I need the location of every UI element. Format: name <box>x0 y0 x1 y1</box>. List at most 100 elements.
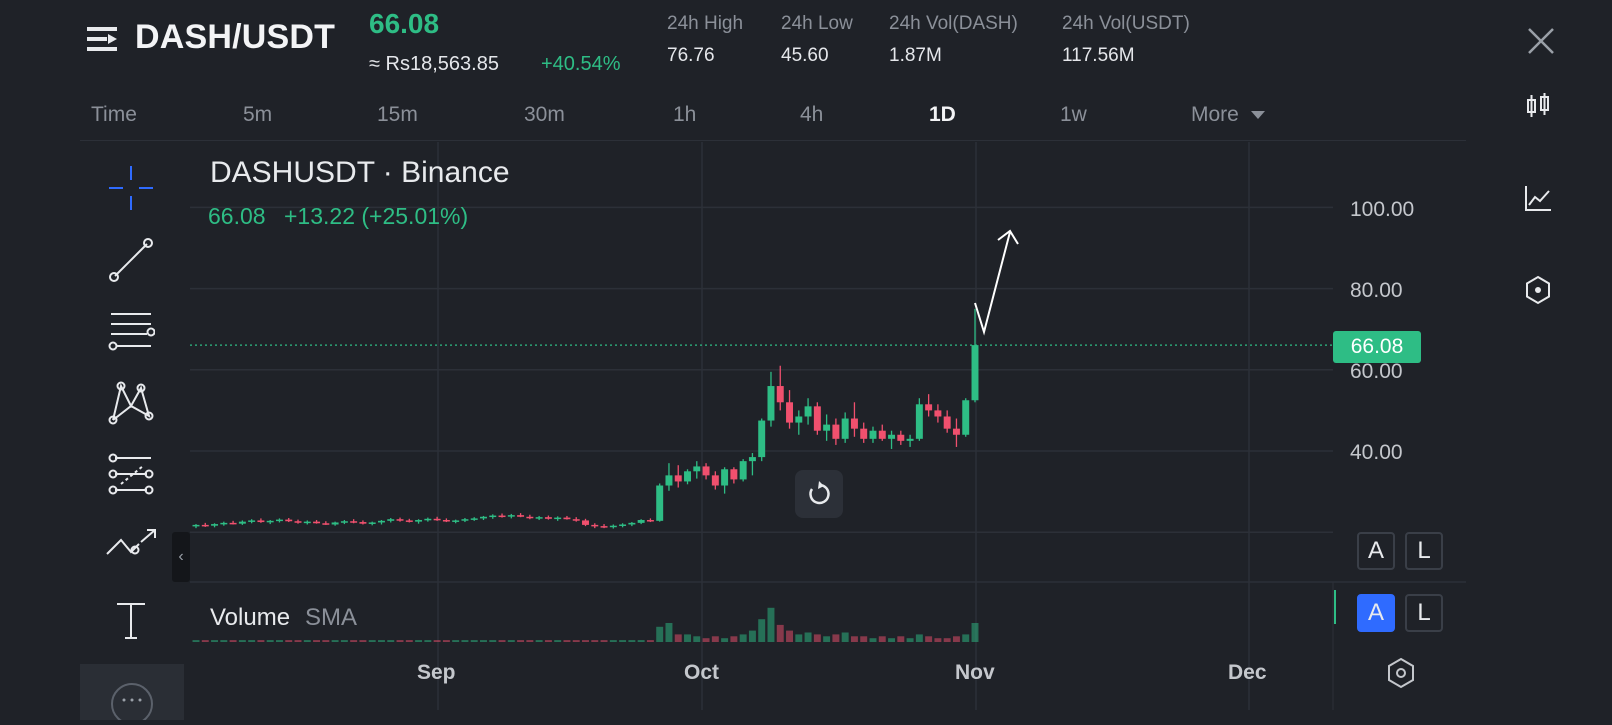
volume-bar <box>350 640 358 642</box>
candle-body <box>730 469 738 480</box>
volume-bar <box>841 632 849 642</box>
candle-body <box>322 523 330 525</box>
last-price: 66.08 <box>369 8 440 39</box>
candle-body <box>600 526 608 528</box>
volume-bar <box>285 640 293 642</box>
candle-body <box>359 522 367 524</box>
volume-auto-scale-button[interactable]: A <box>1357 594 1395 632</box>
volume-bar <box>943 638 951 642</box>
candle-body <box>248 520 256 522</box>
crosshair-tool-icon[interactable] <box>103 160 159 216</box>
candle-body <box>693 466 701 472</box>
volume-bar <box>795 634 803 642</box>
candle-body <box>480 516 487 519</box>
menu-icon[interactable] <box>86 22 120 56</box>
tab-1h[interactable]: 1h <box>673 103 697 126</box>
volume-bar <box>748 630 756 642</box>
candle-body <box>257 520 265 523</box>
volume-bar <box>563 640 571 642</box>
candles-icon[interactable] <box>1516 84 1560 128</box>
volume-bar <box>730 636 738 642</box>
tab-time[interactable]: Time <box>91 103 137 126</box>
candle-body <box>767 386 775 421</box>
volume-bar <box>340 640 348 642</box>
volume-bar <box>684 634 691 642</box>
candle-body <box>275 519 283 522</box>
tab-1w[interactable]: 1w <box>1060 103 1087 126</box>
tab-more[interactable]: More <box>1191 103 1265 127</box>
volume-bar <box>452 640 460 642</box>
volume-bar <box>220 640 228 642</box>
volume-bar <box>489 640 497 642</box>
candle-body <box>526 516 534 519</box>
chart-settings-icon[interactable] <box>1384 656 1418 690</box>
volume-bar <box>619 640 627 642</box>
candle-body <box>331 522 339 525</box>
pair-title[interactable]: DASH/USDT <box>135 18 336 56</box>
candle-body <box>535 517 543 519</box>
volume-bar <box>313 640 321 642</box>
candle-body <box>656 485 664 521</box>
volume-bar <box>897 636 905 642</box>
volume-bar <box>934 638 942 642</box>
candle-body <box>572 519 580 521</box>
stat-label-vol-quote: 24h Vol(USDT) <box>1062 13 1190 34</box>
tab-5m[interactable]: 5m <box>243 103 273 126</box>
candle-body <box>962 400 970 435</box>
candle-body <box>952 428 960 435</box>
volume-bar <box>442 640 450 642</box>
log-scale-button[interactable]: L <box>1405 532 1443 570</box>
volume-bar <box>823 636 831 642</box>
volume-bar <box>201 640 209 642</box>
volume-bar <box>554 640 562 642</box>
candle-body <box>294 521 302 523</box>
volume-bar <box>303 640 311 642</box>
volume-log-scale-button[interactable]: L <box>1405 594 1443 632</box>
pattern-tool-icon[interactable] <box>103 376 159 432</box>
more-tools-icon[interactable] <box>80 664 184 725</box>
volume-bar <box>915 634 923 642</box>
volume-bar <box>776 624 784 642</box>
trend-line-tool-icon[interactable] <box>103 232 159 288</box>
candle-body <box>517 515 525 517</box>
reset-chart-icon[interactable] <box>795 470 843 518</box>
tab-30m[interactable]: 30m <box>524 103 565 126</box>
candle-body <box>266 520 274 523</box>
candle-body <box>823 424 831 431</box>
volume-bar <box>739 634 747 642</box>
projection-tool-icon[interactable] <box>103 448 159 504</box>
chart-change-value: +13.22 (+25.01%) <box>284 203 469 229</box>
tab-4h[interactable]: 4h <box>800 103 824 126</box>
fib-retracement-tool-icon[interactable] <box>103 304 159 360</box>
volume-bar <box>637 640 645 642</box>
volume-bar <box>600 640 608 642</box>
line-chart-icon[interactable] <box>1516 176 1560 220</box>
close-icon[interactable] <box>1524 24 1558 58</box>
collapse-toolbar-icon[interactable]: ‹ <box>172 532 190 582</box>
auto-scale-button[interactable]: A <box>1357 532 1395 570</box>
path-tool-icon[interactable] <box>103 520 159 576</box>
tab-1d[interactable]: 1D <box>929 103 956 126</box>
last-price-tag: 66.08 <box>1333 331 1421 363</box>
candle-body <box>943 416 951 429</box>
candle-body <box>841 418 849 439</box>
volume-bar <box>331 640 339 642</box>
hexagon-settings-icon[interactable] <box>1516 268 1560 312</box>
volume-bar <box>888 638 896 642</box>
volume-bar <box>359 640 367 642</box>
candle-body <box>489 515 497 518</box>
volume-bar <box>470 640 478 642</box>
candle-body <box>619 524 627 526</box>
stat-label-low: 24h Low <box>781 13 853 34</box>
stat-label-vol-base: 24h Vol(DASH) <box>889 13 1018 34</box>
tab-15m[interactable]: 15m <box>377 103 418 126</box>
candle-body <box>813 406 821 431</box>
volume-bar <box>878 636 886 642</box>
text-tool-icon[interactable] <box>103 592 159 648</box>
volume-bar <box>952 636 960 642</box>
volume-bar <box>582 640 589 642</box>
candle-body <box>758 420 766 458</box>
candle-body <box>498 515 506 518</box>
volume-bar <box>424 640 432 642</box>
candle-body <box>211 524 219 526</box>
